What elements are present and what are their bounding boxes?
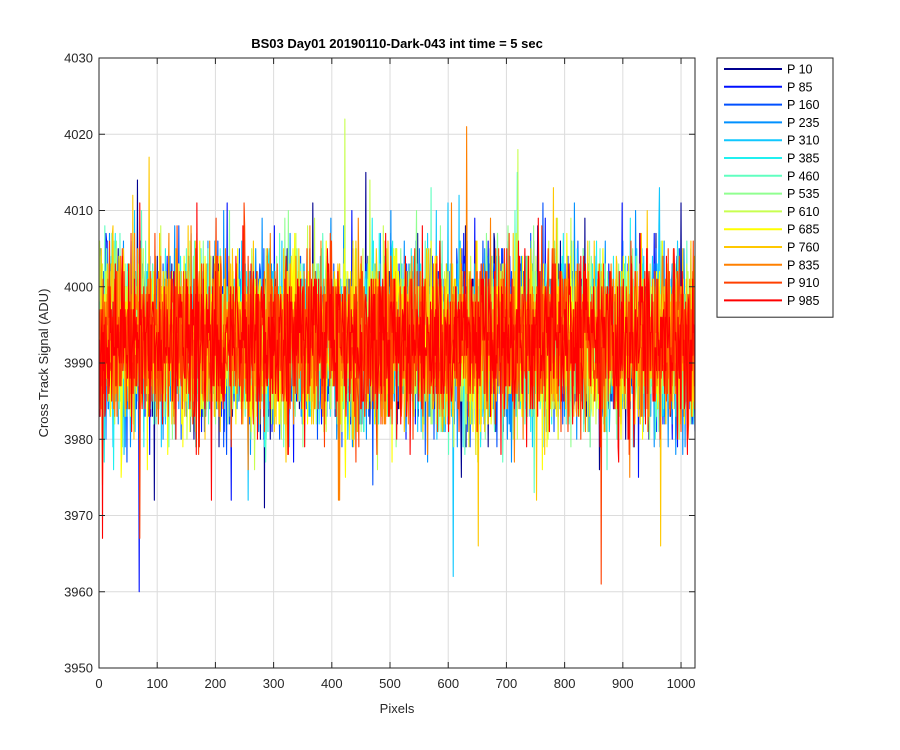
- legend-label: P 985: [787, 294, 819, 308]
- legend-label: P 685: [787, 223, 819, 237]
- legend-label: P 235: [787, 116, 819, 130]
- x-tick-label: 800: [554, 676, 576, 691]
- y-tick-label: 4030: [64, 51, 93, 66]
- legend-label: P 610: [787, 205, 819, 219]
- series-line-p985: [99, 202, 695, 539]
- y-tick-label: 4020: [64, 127, 93, 142]
- x-axis-label: Pixels: [380, 701, 415, 716]
- x-tick-label: 500: [379, 676, 401, 691]
- x-tick-label: 1000: [667, 676, 696, 691]
- legend-label: P 460: [787, 169, 819, 183]
- x-tick-label: 300: [263, 676, 285, 691]
- legend-label: P 835: [787, 258, 819, 272]
- y-tick-label: 3960: [64, 584, 93, 599]
- legend-label: P 760: [787, 241, 819, 255]
- x-tick-label: 0: [95, 676, 102, 691]
- series-layer: [99, 118, 695, 593]
- y-tick-label: 3950: [64, 661, 93, 676]
- y-tick-label: 4000: [64, 279, 93, 294]
- legend-box: [716, 57, 834, 318]
- y-tick-label: 3980: [64, 432, 93, 447]
- y-axis-label: Cross Track Signal (ADU): [36, 289, 51, 438]
- legend-label: P 310: [787, 134, 819, 148]
- x-axis: 0 100 200 300 400 500 600 700 800 900 1000: [95, 58, 695, 691]
- x-tick-label: 100: [146, 676, 168, 691]
- x-tick-label: 900: [612, 676, 634, 691]
- legend-label: P 385: [787, 152, 819, 166]
- y-axis: 3950 3960 3970 3980 3990 4000 4010 4020 4030: [64, 51, 695, 676]
- legend-label: P 535: [787, 187, 819, 201]
- y-tick-label: 3990: [64, 356, 93, 371]
- x-tick-label: 400: [321, 676, 343, 691]
- legend-label: P 10: [787, 63, 813, 77]
- legend-label: P 910: [787, 276, 819, 290]
- y-tick-label: 3970: [64, 508, 93, 523]
- legend-label: P 85: [787, 80, 813, 94]
- chart-title: BS03 Day01 20190110-Dark-043 int time = …: [251, 36, 543, 51]
- x-tick-label: 600: [437, 676, 459, 691]
- x-tick-label: 700: [496, 676, 518, 691]
- x-tick-label: 200: [205, 676, 227, 691]
- legend-label: P 160: [787, 98, 819, 112]
- y-tick-label: 4010: [64, 203, 93, 218]
- legend: P 10 P 85 P 160 P 235 P 310 P 385 P 460 P 535 P …: [716, 57, 834, 318]
